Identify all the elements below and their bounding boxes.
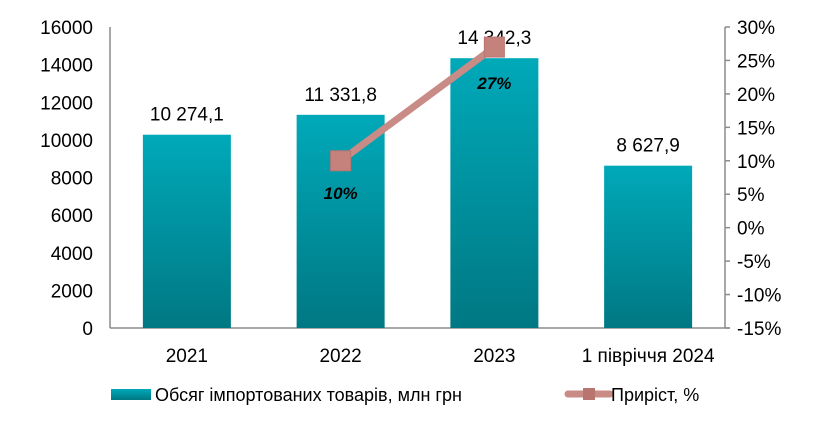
- right-tick-label: 0%: [737, 219, 765, 240]
- bar-2023: [450, 58, 539, 328]
- legend: Обсяг імпортованих товарів, млн грн Прир…: [111, 385, 699, 405]
- growth-line: [338, 44, 497, 164]
- left-tick-label: 4000: [51, 244, 93, 265]
- right-tick-label: 5%: [737, 185, 765, 206]
- right-tick-label: 10%: [737, 152, 775, 173]
- bar-1 півріччя 2024: [604, 165, 693, 328]
- left-tick-label: 12000: [40, 93, 93, 114]
- left-tick-label: 0: [82, 319, 93, 340]
- left-tick-label: 14000: [40, 56, 93, 77]
- right-tick-label: -5%: [737, 252, 771, 273]
- bar-2022: [296, 114, 385, 328]
- right-tick-label: 20%: [737, 85, 775, 106]
- bar-data-label: 11 331,8: [304, 85, 377, 106]
- x-tick-label: 2021: [166, 346, 208, 367]
- x-tick-label: 2022: [319, 346, 361, 367]
- right-tick-label: -15%: [737, 319, 781, 340]
- growth-marker: [483, 36, 505, 58]
- growth-data-label: 27%: [476, 74, 511, 93]
- right-tick-label: -10%: [737, 286, 781, 307]
- legend-swatch-bar: [111, 389, 151, 400]
- bar-data-label: 10 274,1: [150, 105, 224, 126]
- legend-label-bar: Обсяг імпортованих товарів, млн грн: [155, 385, 462, 405]
- left-tick-label: 16000: [40, 18, 93, 39]
- legend-label-line: Приріст, %: [611, 385, 699, 405]
- left-tick-label: 2000: [51, 281, 93, 302]
- left-tick-label: 10000: [40, 131, 93, 152]
- growth-data-label: 10%: [324, 184, 358, 203]
- right-tick-label: 15%: [737, 118, 775, 139]
- left-tick-label: 6000: [51, 206, 93, 227]
- x-tick-label: 1 півріччя 2024: [582, 346, 715, 367]
- bar-data-label: 8 627,9: [616, 136, 679, 157]
- right-tick-label: 30%: [737, 18, 775, 39]
- bar-2021: [142, 134, 231, 328]
- right-tick-label: 25%: [737, 51, 775, 72]
- left-tick-label: 8000: [51, 169, 93, 190]
- legend-swatch-marker: [583, 388, 595, 400]
- growth-marker: [330, 150, 352, 172]
- x-tick-label: 2023: [473, 346, 515, 367]
